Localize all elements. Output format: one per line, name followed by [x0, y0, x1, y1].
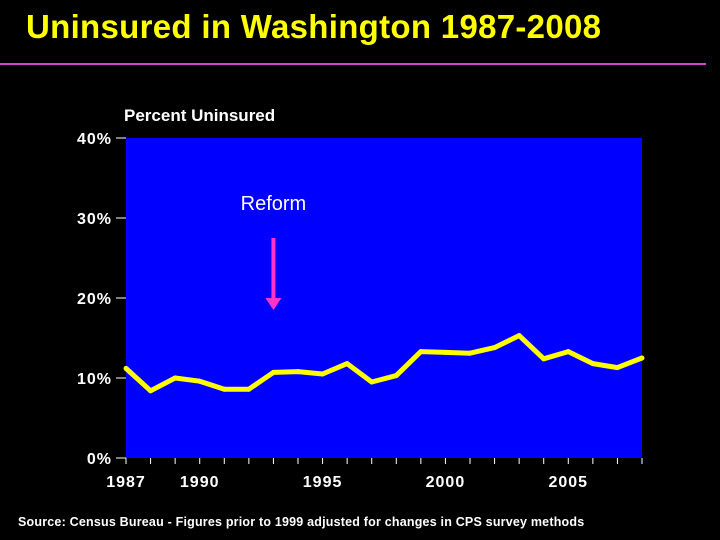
plot-area — [126, 138, 642, 458]
source-note: Source: Census Bureau - Figures prior to… — [18, 515, 585, 529]
y-tick-label: 20% — [77, 291, 112, 308]
data-point — [614, 365, 620, 371]
data-point — [320, 371, 326, 377]
data-point — [221, 386, 227, 392]
uninsured-line-chart: Percent Uninsured 0% 10% 20% 30% 40% 1987 199… — [77, 106, 645, 491]
data-points — [123, 333, 645, 394]
title-divider — [0, 63, 706, 65]
x-tick-label: 2005 — [548, 474, 588, 491]
x-axis: 1987 1990 1995 2000 2005 — [106, 458, 643, 491]
y-tick-label: 30% — [77, 211, 112, 228]
data-point — [295, 369, 301, 375]
data-point — [172, 375, 178, 381]
data-point — [467, 350, 473, 356]
data-point — [148, 388, 154, 394]
y-tick-label: 10% — [77, 371, 112, 388]
x-tick-label: 1990 — [180, 474, 220, 491]
y-tick-label: 0% — [87, 451, 112, 468]
x-tick-label: 1987 — [106, 474, 146, 491]
data-point — [369, 379, 375, 385]
data-point — [393, 373, 399, 379]
reform-arrowhead-icon — [265, 298, 282, 310]
y-tick-label: 40% — [77, 131, 112, 148]
data-point — [418, 349, 424, 355]
x-tick-label: 1995 — [303, 474, 343, 491]
data-point — [639, 355, 645, 361]
data-point — [516, 333, 522, 339]
data-point — [442, 349, 448, 355]
data-point — [344, 361, 350, 367]
data-point — [492, 345, 498, 351]
series-line-percent-uninsured — [124, 333, 643, 394]
data-point — [123, 365, 129, 371]
data-point — [590, 361, 596, 367]
data-point — [197, 378, 203, 384]
data-point — [541, 356, 547, 362]
y-axis-title: Percent Uninsured — [124, 106, 275, 125]
slide-title: Uninsured in Washington 1987-2008 — [26, 8, 602, 45]
x-tick-label: 2000 — [426, 474, 466, 491]
data-point — [565, 349, 571, 355]
data-point — [246, 386, 252, 392]
reform-annotation-label: Reform — [241, 193, 307, 215]
y-axis: 0% 10% 20% 30% 40% — [77, 131, 126, 468]
data-point — [270, 369, 276, 375]
